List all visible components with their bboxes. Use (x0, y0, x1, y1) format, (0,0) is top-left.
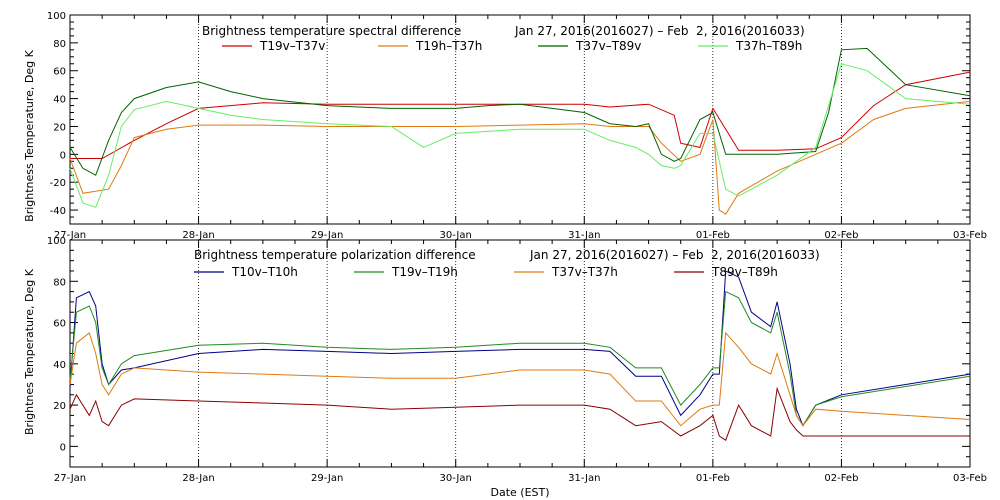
series-line (69, 100, 971, 215)
panel2-title: Brightness temperature polarization diff… (194, 248, 476, 262)
y-tick-label: 60 (53, 67, 66, 78)
y-tick-label: -20 (50, 178, 66, 189)
panel1-y-axis-label: Brightness Temperature, Deg K (23, 49, 36, 221)
legend-label: T89v–T89h (711, 265, 778, 279)
x-tick-label: 30-Jan (440, 473, 472, 484)
y-tick-label: 100 (47, 11, 66, 22)
x-tick-label: 29-Jan (311, 230, 343, 241)
panel1-title: Brightness temperature spectral differen… (202, 24, 461, 38)
x-tick-label: 27-Jan (54, 230, 86, 241)
y-tick-label: 0 (60, 442, 66, 453)
y-tick-label: 0 (60, 150, 66, 161)
x-tick-label: 27-Jan (54, 473, 86, 484)
x-tick-label: 01-Feb (696, 473, 730, 484)
y-tick-label: 100 (47, 236, 66, 247)
y-tick-label: 40 (53, 360, 66, 371)
y-tick-label: 20 (53, 401, 66, 412)
spectral-difference-panel: Brightness temperature spectral differen… (23, 11, 971, 225)
panel1-date-range: Jan 27, 2016(2016027) – Feb 2, 2016(2016… (514, 24, 805, 38)
panel2-date-range: Jan 27, 2016(2016027) – Feb 2, 2016(2016… (529, 248, 820, 262)
y-tick-label: 80 (53, 39, 66, 50)
series-line (69, 386, 970, 441)
y-tick-label: 40 (53, 95, 66, 106)
y-tick-label: 80 (53, 277, 66, 288)
series-line (69, 63, 971, 208)
y-tick-label: -40 (50, 206, 66, 217)
legend-label: T37v–T37h (551, 265, 618, 279)
x-tick-label: 31-Jan (568, 473, 600, 484)
y-tick-label: 60 (53, 319, 66, 330)
legend-label: T19v–T19h (391, 265, 458, 279)
panel2-y-axis-label: Brightnes Temperature, Deg K (23, 268, 36, 435)
legend-label: T19h–T37h (415, 39, 482, 53)
legend-label: T10v–T10h (231, 265, 298, 279)
series-line (69, 270, 971, 427)
series-line (70, 71, 971, 159)
legend-label: T19v–T37v (259, 39, 325, 53)
x-tick-label: 02-Feb (824, 230, 858, 241)
polarization-difference-panel: Brightness temperature polarization diff… (23, 236, 971, 468)
legend-label: T37h–T89h (735, 39, 802, 53)
x-axis-label: Date (EST) (490, 486, 549, 499)
legend-label: T37v–T89v (575, 39, 641, 53)
x-tick-label: 28-Jan (182, 473, 214, 484)
x-tick-label: 01-Feb (696, 230, 730, 241)
series-line (69, 47, 971, 176)
x-tick-label: 03-Feb (953, 230, 987, 241)
series-line (69, 331, 971, 427)
x-tick-label: 28-Jan (182, 230, 214, 241)
x-tick-label: 02-Feb (824, 473, 858, 484)
series-line (69, 290, 971, 427)
x-tick-label: 03-Feb (953, 473, 987, 484)
x-tick-label: 31-Jan (568, 230, 600, 241)
plot-frame (69, 14, 971, 225)
x-tick-label: 29-Jan (311, 473, 343, 484)
x-tick-label: 30-Jan (440, 230, 472, 241)
y-tick-label: 20 (53, 122, 66, 133)
